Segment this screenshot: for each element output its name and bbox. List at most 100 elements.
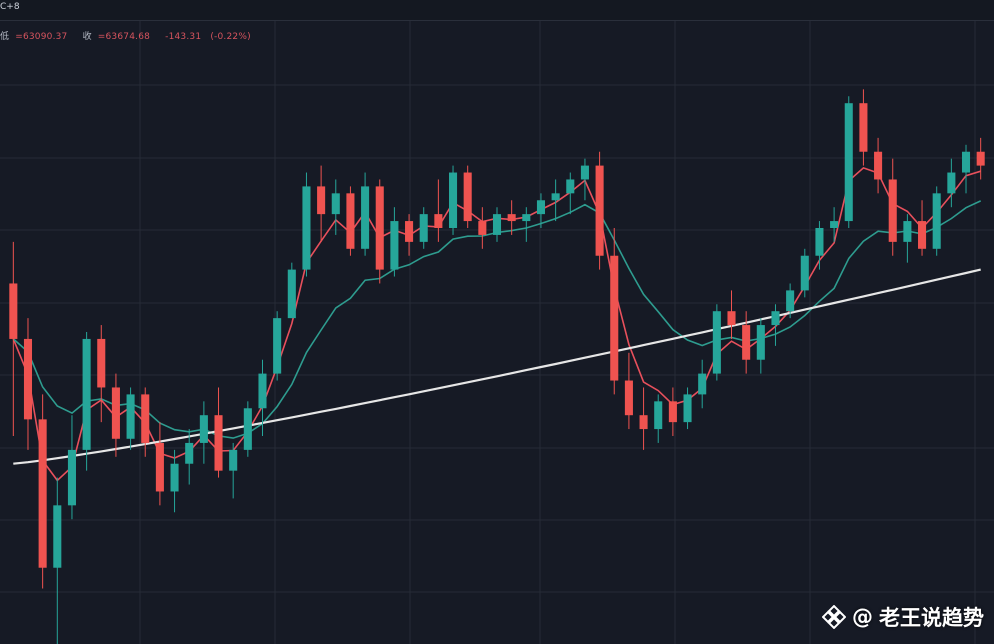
candle[interactable] xyxy=(536,193,546,228)
candle[interactable] xyxy=(361,172,370,256)
candle[interactable] xyxy=(9,241,18,436)
candle[interactable] xyxy=(302,172,311,277)
candle-body xyxy=(624,380,633,416)
ohlc-close: 收 =63674.68 xyxy=(83,32,157,42)
candle[interactable] xyxy=(639,387,648,450)
candle[interactable] xyxy=(727,290,736,339)
candle[interactable] xyxy=(742,311,751,374)
candle[interactable] xyxy=(331,179,340,235)
candle-body xyxy=(317,186,326,215)
candle[interactable] xyxy=(229,442,238,499)
candle[interactable] xyxy=(903,214,912,263)
candle[interactable] xyxy=(405,214,414,256)
candle[interactable] xyxy=(317,165,326,242)
candle[interactable] xyxy=(434,179,443,242)
candle[interactable] xyxy=(712,304,721,381)
candle[interactable] xyxy=(243,401,252,457)
candle-body xyxy=(53,505,62,568)
candle[interactable] xyxy=(976,137,985,180)
candle[interactable] xyxy=(859,89,868,166)
ohlc-low-label: 低 xyxy=(0,32,10,42)
candle[interactable] xyxy=(258,359,267,436)
chart-toolbar: C+8 xyxy=(0,0,994,21)
candle[interactable] xyxy=(111,373,120,457)
candle-body xyxy=(111,387,120,439)
candle-body xyxy=(434,214,443,228)
candle-body xyxy=(874,151,883,180)
candle[interactable] xyxy=(97,325,106,423)
candle[interactable] xyxy=(800,248,809,298)
candle[interactable] xyxy=(624,352,633,430)
watermark-author: 老王说趋势 xyxy=(879,606,984,630)
candle[interactable] xyxy=(507,200,516,235)
candle[interactable] xyxy=(830,207,839,242)
candle-body xyxy=(522,214,531,222)
candle-body xyxy=(580,165,589,180)
candle[interactable] xyxy=(199,401,208,464)
candle[interactable] xyxy=(38,394,47,589)
candle[interactable] xyxy=(170,449,179,513)
candle-body xyxy=(229,449,238,471)
candle[interactable] xyxy=(595,151,604,270)
candle-body xyxy=(273,318,282,374)
candle[interactable] xyxy=(815,221,824,270)
candle[interactable] xyxy=(522,207,531,242)
candle[interactable] xyxy=(756,318,765,374)
candle-body xyxy=(610,255,619,381)
candle[interactable] xyxy=(478,207,487,249)
candle[interactable] xyxy=(82,332,91,471)
candle-body xyxy=(141,394,150,443)
candle[interactable] xyxy=(155,422,164,506)
candle[interactable] xyxy=(874,137,883,194)
candle[interactable] xyxy=(214,387,223,478)
candle[interactable] xyxy=(786,283,795,319)
candle-body xyxy=(903,221,912,242)
candle[interactable] xyxy=(698,359,707,409)
candle-body xyxy=(800,255,809,291)
candle-body xyxy=(199,415,208,443)
ohlc-low: 低 =63090.37 xyxy=(0,32,74,42)
interval-label[interactable]: C+8 xyxy=(0,2,20,12)
candle[interactable] xyxy=(918,200,927,256)
candle-body xyxy=(932,193,941,249)
candle[interactable] xyxy=(126,387,135,450)
candle[interactable] xyxy=(580,158,589,201)
candle[interactable] xyxy=(53,477,62,644)
candle-body xyxy=(155,442,164,492)
candle-body xyxy=(566,179,575,194)
candle[interactable] xyxy=(844,96,853,228)
candle[interactable] xyxy=(419,207,428,249)
candle[interactable] xyxy=(375,179,384,284)
candle[interactable] xyxy=(23,318,33,450)
ma-line-99 xyxy=(13,268,981,465)
candle[interactable] xyxy=(668,387,677,436)
candle-body xyxy=(976,151,985,166)
candle[interactable] xyxy=(67,415,76,520)
candle-body xyxy=(9,283,18,339)
candle-body xyxy=(258,373,267,409)
candle[interactable] xyxy=(771,304,780,346)
candle[interactable] xyxy=(610,228,619,395)
candle[interactable] xyxy=(932,186,941,256)
candle[interactable] xyxy=(683,387,692,430)
candle[interactable] xyxy=(566,172,575,215)
candle[interactable] xyxy=(141,387,150,457)
candle[interactable] xyxy=(961,144,971,194)
candle[interactable] xyxy=(492,207,502,242)
candle[interactable] xyxy=(448,165,458,235)
candle-body xyxy=(536,200,546,215)
candle[interactable] xyxy=(551,179,560,222)
candle[interactable] xyxy=(947,158,956,208)
candle[interactable] xyxy=(273,311,282,381)
candle[interactable] xyxy=(888,158,897,256)
candle[interactable] xyxy=(463,165,472,228)
candle[interactable] xyxy=(654,394,663,443)
candle[interactable] xyxy=(185,429,194,485)
candle[interactable] xyxy=(346,186,355,256)
candle-body xyxy=(815,228,824,256)
candle[interactable] xyxy=(287,262,296,319)
candle-body xyxy=(302,186,311,270)
candle[interactable] xyxy=(390,207,399,277)
